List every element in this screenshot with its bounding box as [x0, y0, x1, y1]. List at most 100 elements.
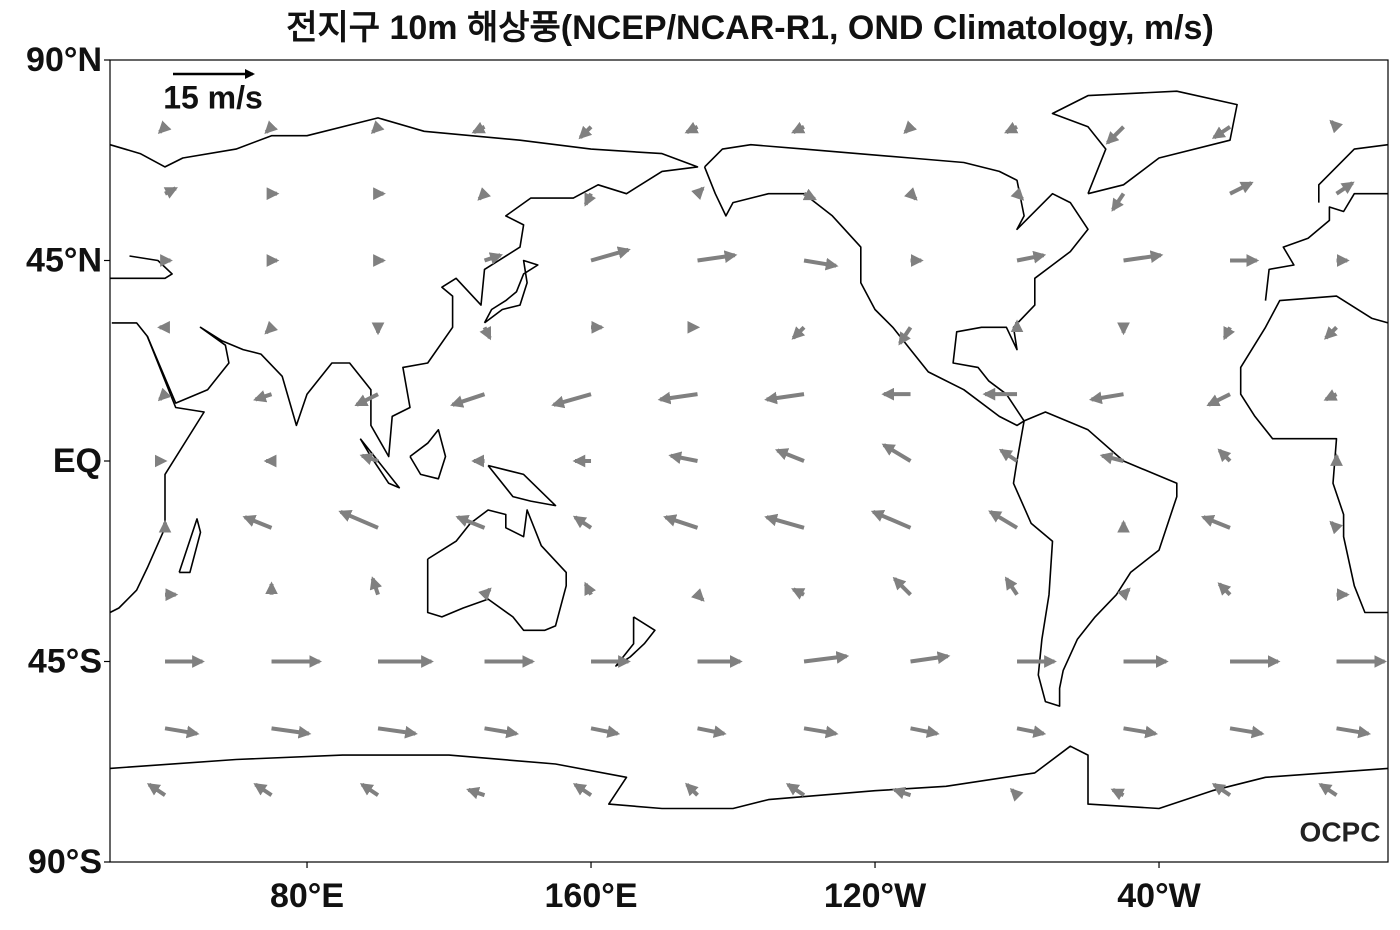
wind-arrow: [253, 390, 273, 403]
wind-arrow: [1211, 125, 1232, 140]
coastline: [178, 518, 202, 574]
wind-arrow: [583, 192, 596, 207]
wind-arrow: [242, 515, 273, 530]
wind-arrow: [354, 392, 379, 407]
coastline: [1051, 90, 1238, 195]
axes: 90°N 45°N EQ 45°S 90°S 80°E 160°E 120°W 40°W: [26, 41, 1202, 915]
wind-arrow: [484, 725, 520, 739]
wind-arrow: [663, 514, 699, 530]
wind-arrow: [370, 120, 385, 134]
wind-arrow: [903, 120, 917, 134]
wind-arrow: [803, 651, 850, 664]
wind-arrow: [785, 782, 806, 797]
wind-arrow: [1336, 725, 1372, 739]
wind-arrow: [1016, 250, 1047, 264]
wind-arrow: [791, 587, 806, 600]
wind-arrow: [691, 186, 705, 201]
y-tick-label: 45°S: [28, 642, 102, 680]
wind-arrow: [146, 782, 167, 797]
wind-arrow: [870, 509, 912, 530]
wind-arrow: [1318, 782, 1338, 797]
wind-arrow: [477, 187, 491, 201]
x-tick-label: 40°W: [1117, 877, 1201, 915]
wind-arrow: [264, 120, 278, 134]
coastline: [409, 429, 447, 480]
wind-arrow: [697, 250, 738, 263]
wind-arrow: [583, 581, 596, 597]
coastline: [110, 255, 173, 280]
wind-arrow: [479, 325, 492, 341]
coastline: [1239, 295, 1389, 614]
wind-arrow: [338, 509, 379, 530]
wind-arrow: [802, 188, 817, 201]
coastline: [703, 143, 1089, 427]
wind-arrow: [791, 121, 806, 134]
wind-arrow: [1229, 181, 1254, 196]
wind-arrow: [1335, 181, 1355, 196]
y-tick-label: 45°N: [26, 241, 102, 279]
coastline: [359, 438, 401, 489]
wind-arrow: [1217, 448, 1232, 463]
wind-arrow: [483, 252, 503, 265]
wind-arrow: [904, 187, 918, 201]
wind-arrow: [1016, 725, 1047, 738]
wind-arrow: [803, 257, 839, 271]
wind-arrow: [1009, 788, 1024, 802]
wind-arrow: [377, 725, 418, 739]
wind-arrow: [910, 725, 940, 738]
map-frame: [109, 59, 1389, 863]
wind-arrow: [551, 392, 592, 409]
wind-arrow: [157, 387, 172, 402]
coastline: [487, 464, 557, 507]
wind-arrow: [471, 121, 486, 134]
wind-arrow: [657, 391, 698, 405]
wind-arrow: [1110, 788, 1125, 801]
coastline: [109, 322, 205, 614]
wind-arrow: [1123, 250, 1164, 263]
wind-arrow: [898, 326, 913, 346]
coastline: [1318, 143, 1389, 203]
wind-arrow: [590, 725, 621, 738]
wind-arrow: [1105, 125, 1125, 145]
wind-arrow: [1324, 325, 1338, 340]
coastline: [426, 509, 567, 632]
wind-arrow: [450, 392, 486, 408]
wind-arrow: [1329, 520, 1343, 535]
wind-arrow: [988, 510, 1019, 530]
wind-arrow: [369, 576, 383, 596]
wind-arrow: [1111, 192, 1126, 212]
wind-arrow: [910, 651, 951, 664]
wind-arrow: [1099, 451, 1125, 465]
wind-arrow: [1004, 576, 1019, 596]
wind-arrow: [1229, 725, 1265, 739]
y-tick-label: 90°S: [28, 843, 102, 881]
wind-arrow: [455, 515, 486, 530]
wind-arrow: [1004, 121, 1019, 134]
wind-arrow: [466, 786, 486, 800]
wind-arrow: [1010, 187, 1025, 201]
coastline: [615, 616, 656, 667]
coastline: [1012, 411, 1178, 707]
wind-arrow: [590, 246, 631, 263]
x-tick-label: 160°E: [545, 877, 638, 915]
wind-arrow: [1200, 515, 1231, 530]
wind-arrow: [998, 448, 1019, 463]
coastline: [109, 745, 1389, 810]
wind-arrow: [803, 725, 839, 739]
wind-arrow: [359, 452, 379, 465]
wind-arrow: [791, 325, 806, 340]
reference-label: 15 m/s: [163, 79, 263, 115]
wind-arrow: [691, 588, 705, 602]
wind-arrow: [572, 782, 593, 797]
coastline: [483, 259, 539, 324]
wind-arrow: [163, 186, 178, 199]
credit: OCPC: [1300, 816, 1381, 847]
wind-arrow: [1088, 391, 1124, 405]
coastline: [1264, 192, 1388, 301]
x-tick-label: 80°E: [270, 877, 344, 915]
wind-arrow: [1329, 119, 1343, 134]
wind-arrow: [164, 725, 200, 739]
wind-arrow: [359, 782, 380, 797]
wind-arrow: [668, 451, 698, 464]
